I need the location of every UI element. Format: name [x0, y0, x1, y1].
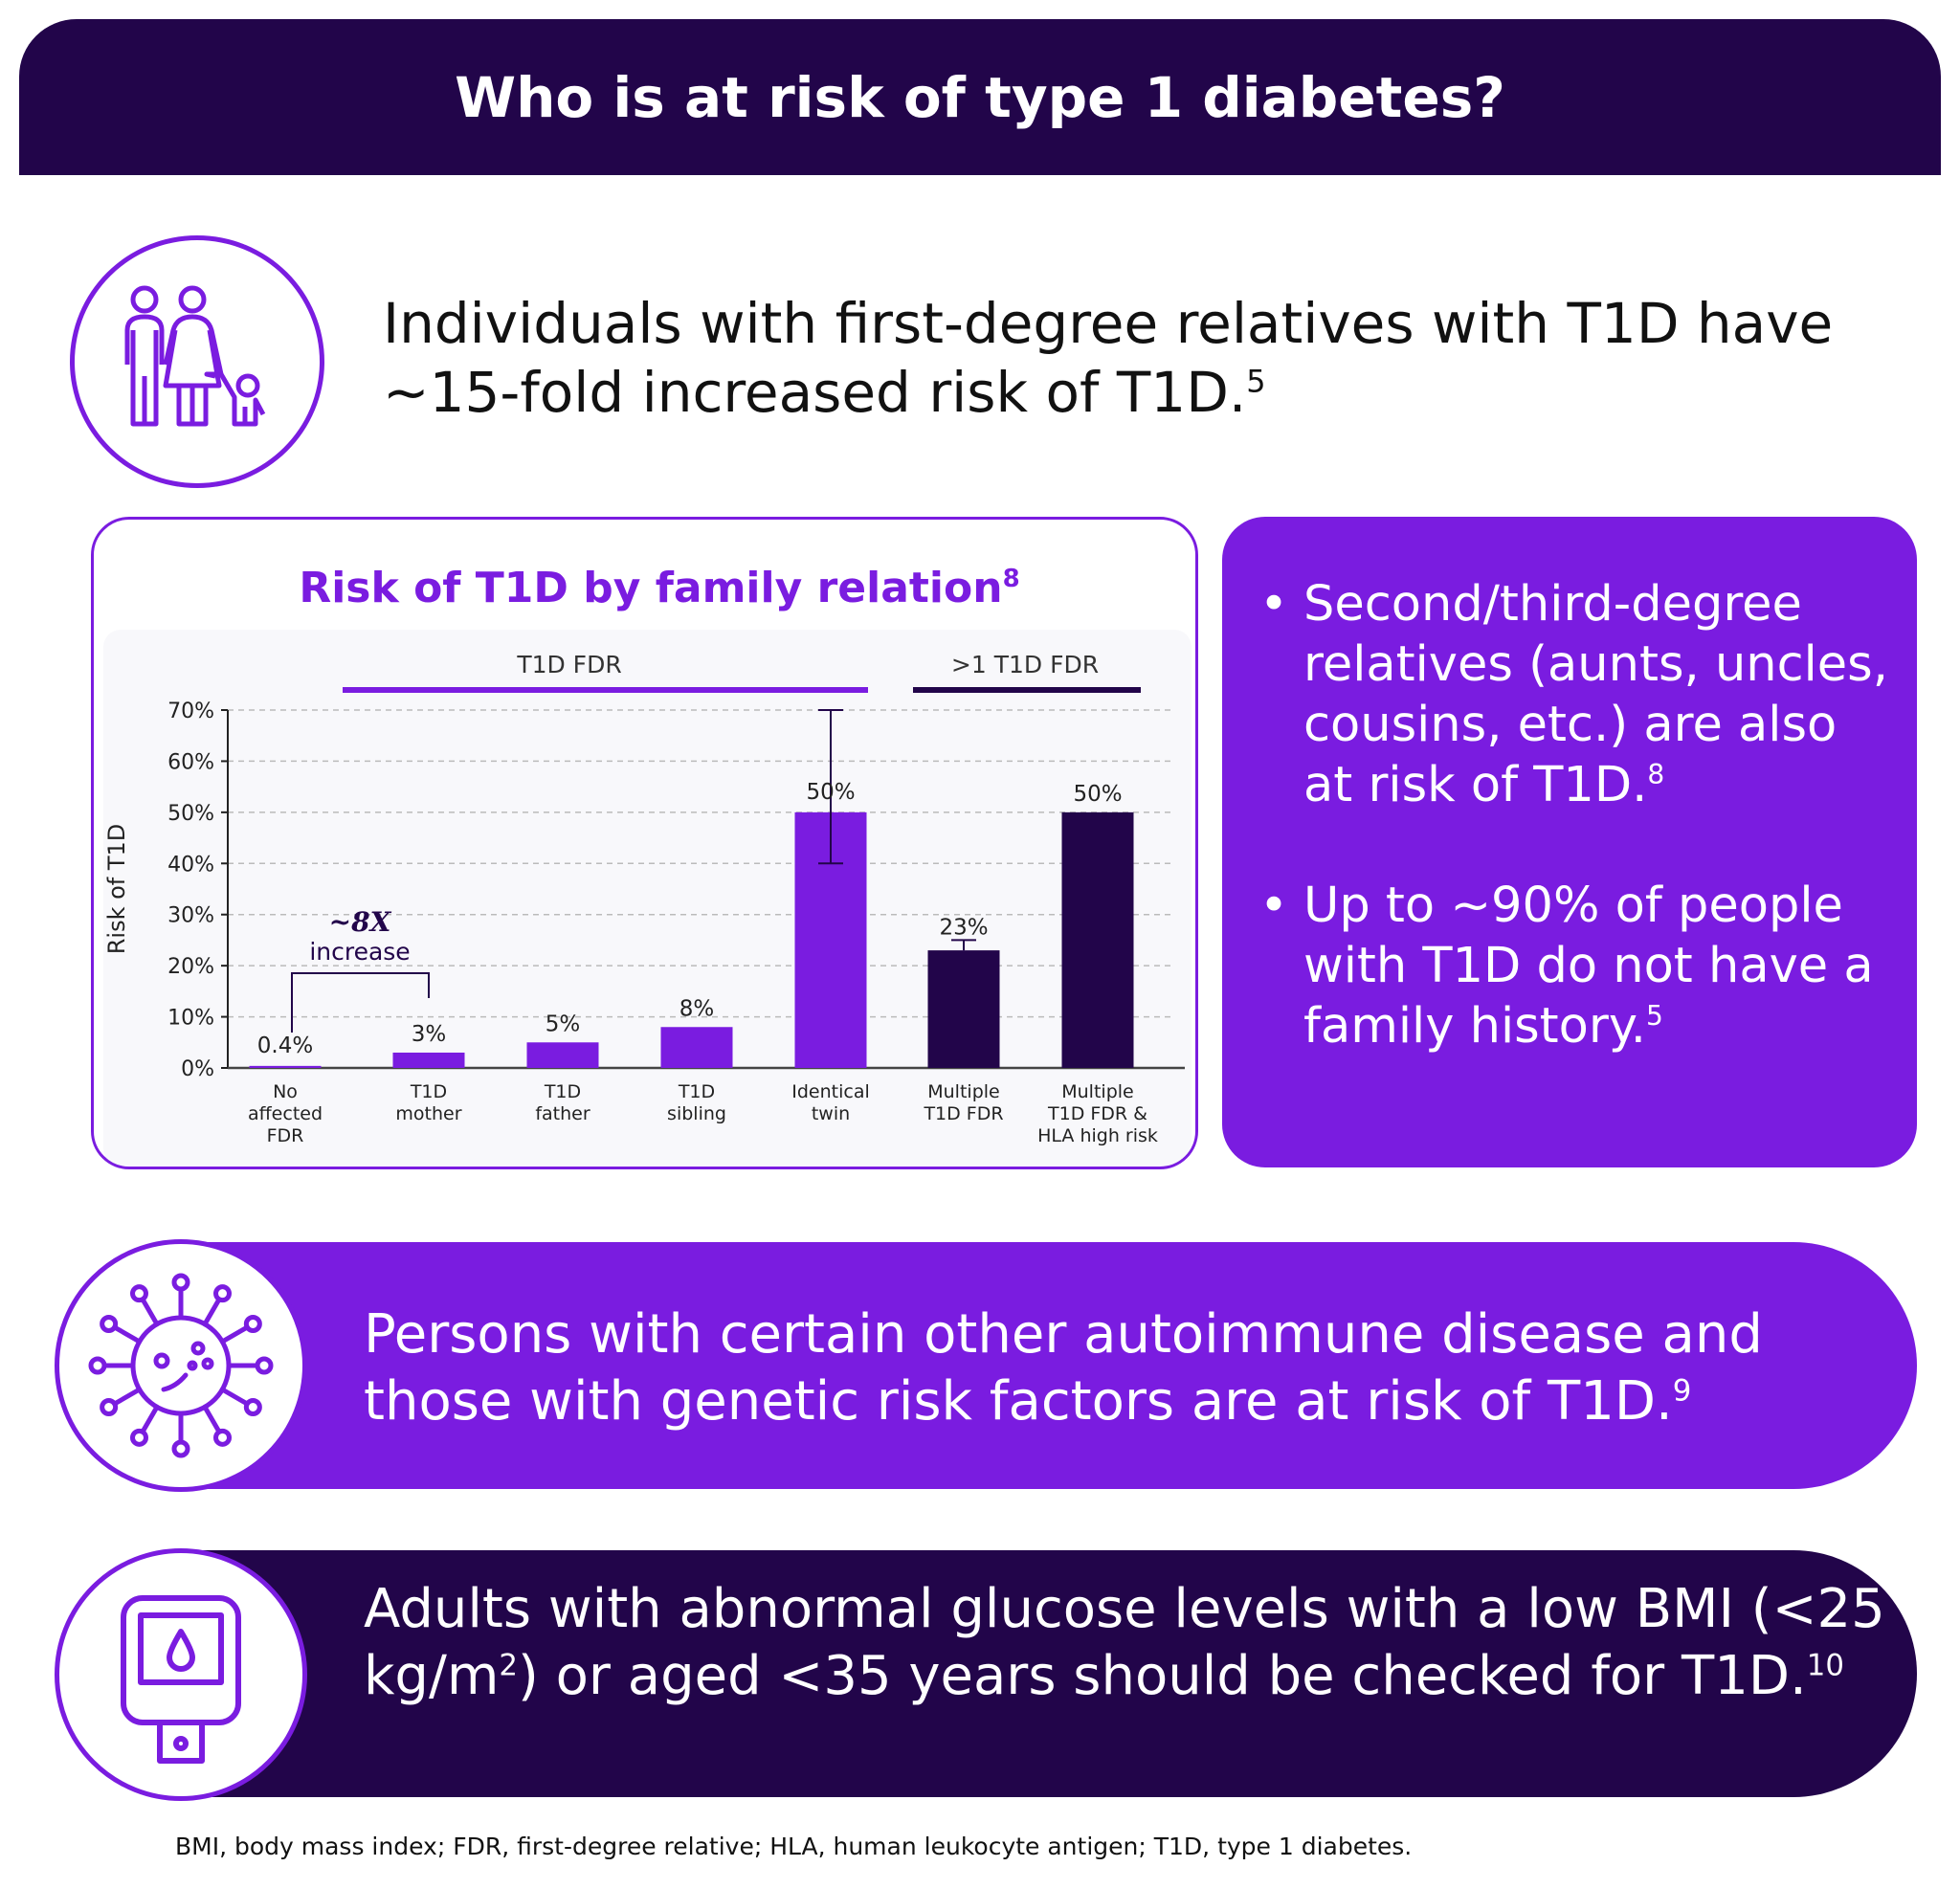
y-tick-label: 40%: [167, 853, 214, 877]
bullet-item: Second/third-degree relatives (aunts, un…: [1259, 574, 1888, 815]
category-label: affected: [248, 1103, 323, 1124]
category-label: sibling: [667, 1103, 726, 1124]
category-label: twin: [812, 1103, 850, 1124]
value-label: 3%: [412, 1022, 447, 1047]
chart-card: Risk of T1D by family relation8 0% 10% 20% 3…: [91, 517, 1198, 1169]
value-label: 50%: [806, 780, 855, 805]
reference-5: 5: [1246, 363, 1266, 400]
value-label: 23%: [939, 915, 988, 940]
bar: [526, 1042, 599, 1068]
category-label: No: [273, 1081, 298, 1102]
glucose-banner: [56, 1550, 1917, 1797]
risk-bar-chart: Risk of T1D by family relation8 0% 10% 20% 3…: [103, 564, 1192, 1166]
bar: [392, 1052, 465, 1068]
category-label: T1D FDR: [923, 1103, 1003, 1124]
increase-bracket: [291, 972, 430, 1033]
annotation-multiplier: ~8X: [329, 906, 392, 938]
chart-background: [103, 630, 1192, 1166]
bullet-item: Up to ~90% of people with T1D do not hav…: [1259, 876, 1888, 1056]
glucose-statement-b: ) or aged <35 years should be checked fo…: [518, 1645, 1807, 1707]
value-label: 50%: [1073, 782, 1122, 807]
category-label: HLA high risk: [1037, 1125, 1158, 1146]
annotation-text: increase: [309, 938, 410, 966]
value-label: 0.4%: [257, 1033, 313, 1058]
category-label: father: [535, 1103, 590, 1124]
bar: [249, 1065, 322, 1068]
value-label: 5%: [546, 1011, 581, 1036]
superscript-2: 2: [499, 1648, 519, 1683]
family-icon-circle: [70, 235, 324, 488]
virus-icon: [88, 1273, 274, 1458]
y-tick-label: 60%: [167, 750, 214, 774]
y-tick-label: 20%: [167, 955, 214, 979]
chart-title: Risk of T1D by family relation8: [299, 564, 1019, 612]
bar: [660, 1027, 733, 1068]
category-label: FDR: [267, 1125, 304, 1146]
glucose-text: Adults with abnormal glucose levels with…: [364, 1576, 1895, 1710]
reference-9: 9: [1672, 1373, 1692, 1409]
category-label: T1D: [544, 1081, 581, 1102]
autoimmune-statement: Persons with certain other autoimmune di…: [364, 1303, 1763, 1433]
category-label: Multiple: [1061, 1081, 1133, 1102]
bar: [927, 950, 1000, 1068]
family-risk-text: Individuals with first-degree relatives …: [383, 289, 1914, 427]
category-label: Identical: [791, 1081, 870, 1102]
family-icon: [124, 285, 266, 427]
reference: 8: [1647, 759, 1665, 790]
y-tick-label: 30%: [167, 904, 214, 928]
page-title: Who is at risk of type 1 diabetes?: [455, 64, 1505, 130]
bar: [1061, 811, 1134, 1068]
bullet-text: Second/third-degree relatives (aunts, un…: [1303, 576, 1888, 813]
header-banner: Who is at risk of type 1 diabetes?: [19, 19, 1941, 175]
bullet-text: Up to ~90% of people with T1D do not hav…: [1303, 878, 1874, 1055]
family-history-bullets: Second/third-degree relatives (aunts, un…: [1222, 517, 1917, 1167]
y-tick-label: 0%: [181, 1057, 214, 1081]
footnote: BMI, body mass index; FDR, first-degree …: [175, 1833, 1413, 1860]
y-tick-label: 50%: [167, 802, 214, 826]
category-label: T1D: [410, 1081, 447, 1102]
category-label: Multiple: [927, 1081, 999, 1102]
family-risk-statement: Individuals with first-degree relatives …: [383, 291, 1834, 425]
glucose-meter-icon: [121, 1595, 241, 1764]
y-tick-label: 10%: [167, 1007, 214, 1031]
y-tick-label: 70%: [167, 700, 214, 723]
reference-10: 10: [1806, 1648, 1844, 1683]
autoimmune-banner: [56, 1242, 1917, 1489]
reference: 5: [1645, 1000, 1663, 1032]
value-label: 8%: [679, 996, 715, 1021]
group-label: >1 T1D FDR: [951, 651, 1099, 678]
glucose-statement-a: Adults with abnormal glucose levels with…: [364, 1578, 1885, 1707]
y-axis-label: Risk of T1D: [103, 824, 130, 955]
autoimmune-text: Persons with certain other autoimmune di…: [364, 1301, 1895, 1435]
category-label: T1D FDR &: [1047, 1103, 1147, 1124]
virus-icon-circle: [55, 1239, 307, 1492]
category-label: mother: [395, 1103, 461, 1124]
glucose-meter-icon-circle: [55, 1548, 307, 1801]
group-label: T1D FDR: [516, 651, 621, 678]
category-label: T1D: [678, 1081, 715, 1102]
